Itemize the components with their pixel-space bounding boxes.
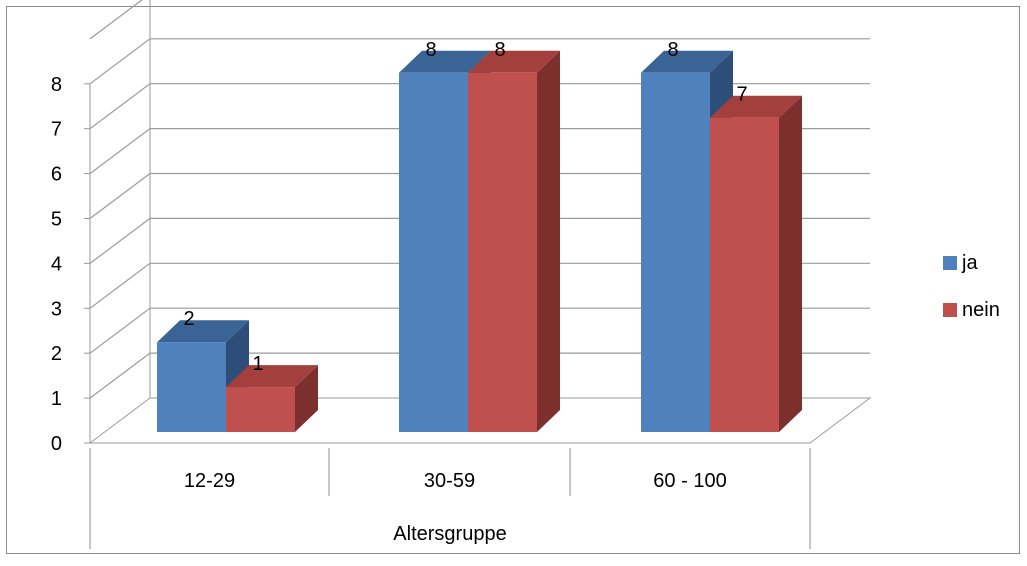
bar-nein [226,387,295,432]
y-tick-label: 4 [51,253,62,275]
gridline-diagonal [89,83,151,130]
bar-ja [157,342,226,432]
y-tick-label: 5 [51,209,62,231]
y-axis-ticks: 0 1 2 3 4 5 6 7 8 [51,74,90,455]
gridline-diagonal [89,0,143,40]
bar-side-nein [779,95,802,432]
data-label-nein: 7 [736,84,747,106]
bar-ja [399,72,468,433]
bar-nein [468,72,537,433]
floor-outline [88,397,872,444]
data-label-nein: 1 [252,353,263,375]
gridline-diagonal [89,38,151,85]
legend-swatch-nein [943,303,957,317]
data-label-nein: 8 [494,39,505,61]
gridline-diagonal [89,352,151,399]
bar-ja [641,72,710,433]
bars [157,50,802,433]
bar-side-nein [295,365,318,432]
gridline-diagonal [89,128,151,175]
bar-top-nein [710,95,802,118]
x-tick-label: 30-59 [424,470,475,492]
data-label-ja: 8 [425,39,436,61]
bar-top-nein [226,365,318,388]
x-tick-label: 60 - 100 [653,470,726,492]
bar-side-nein [537,50,560,433]
legend: ja nein [943,252,1000,321]
data-label-ja: 2 [183,308,194,330]
gridline-diagonal [89,307,151,354]
data-labels: 2 1 8 8 8 7 [183,39,747,375]
x-axis-title: Altersgruppe [393,523,506,545]
bar-top-ja [399,50,491,73]
legend-label-ja: ja [961,252,978,274]
x-tick-label: 12-29 [184,470,235,492]
y-tick-label: 0 [51,433,62,455]
y-tick-label: 6 [51,164,62,186]
bar-top-ja [641,50,733,73]
y-tick-label: 7 [51,119,62,141]
bar-top-ja [157,320,249,343]
gridline-diagonal [89,262,151,309]
legend-label-nein: nein [962,299,1000,321]
data-label-ja: 8 [667,39,678,61]
gridline-diagonal [89,217,151,264]
bar-top-nein [468,50,560,73]
bar-nein [710,117,779,432]
legend-swatch-ja [943,256,957,270]
x-axis: Altersgruppe 12-29 30-59 60 - 100 [89,448,811,549]
y-tick-label: 1 [51,388,62,410]
gridline-diagonal [89,173,151,219]
y-tick-label: 8 [51,74,62,96]
y-tick-label: 2 [51,343,62,365]
y-tick-label: 3 [51,298,62,320]
